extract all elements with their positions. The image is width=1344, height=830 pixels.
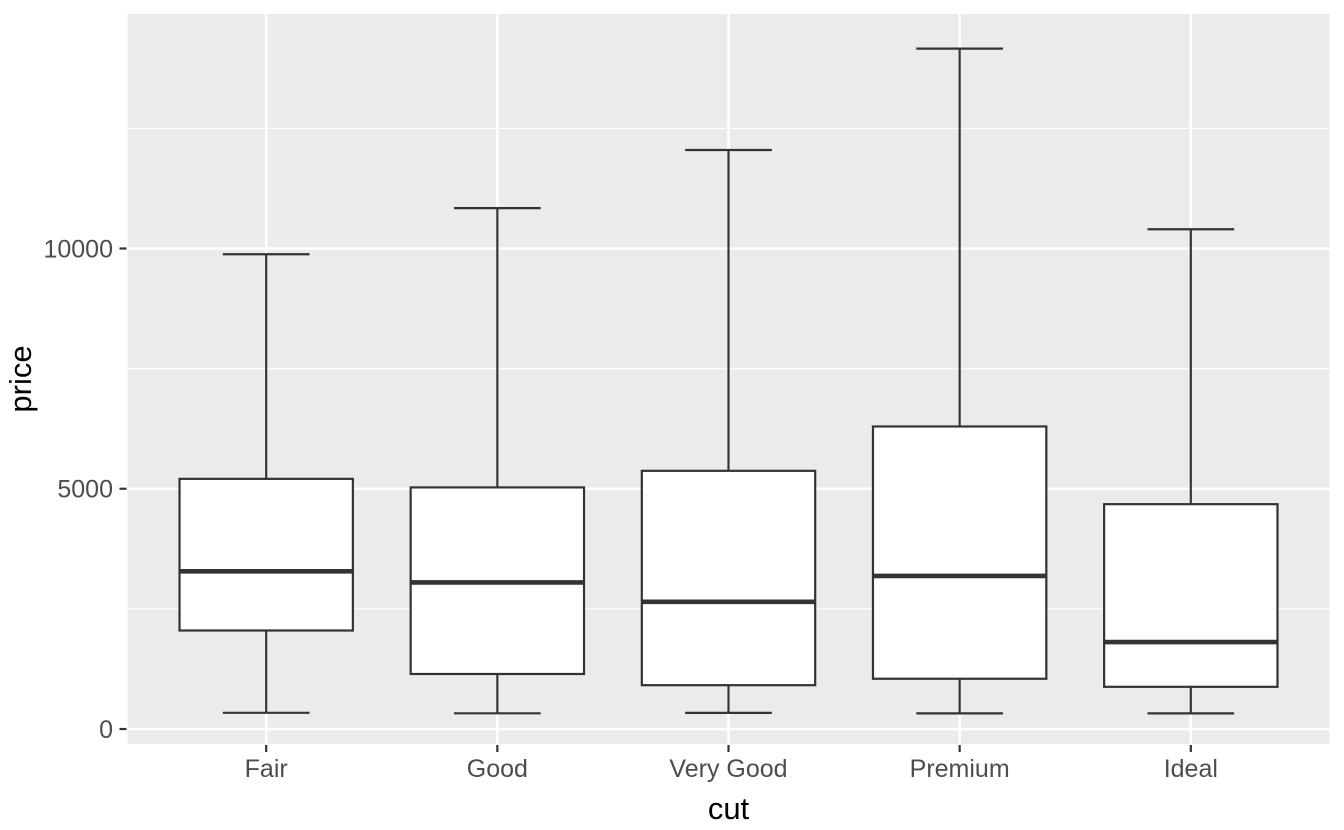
iqr-box [1103,503,1279,688]
x-tick-label-4: Ideal [1164,755,1218,783]
x-tick-label-1: Good [467,755,528,783]
boxplots [178,47,1279,715]
boxplot-fair [178,253,354,714]
y-tick-label-10000: 10000 [43,235,113,263]
boxplot-premium [871,47,1048,715]
iqr-box [178,477,354,632]
y-tick-label-5000: 5000 [57,476,113,504]
x-tick-label-0: Fair [245,755,288,783]
x-axis-title: cut [708,791,750,826]
iqr-box [871,425,1048,680]
y-tick-label-0: 0 [99,716,113,744]
x-tick-label-2: Very Good [669,755,787,783]
boxplot-good [409,207,586,715]
axes: 0 5000 10000 Fair Good Very Good Premium Ideal [43,235,1217,783]
boxplot-ideal [1103,228,1279,715]
boxplot-very-good [640,148,817,714]
x-tick-label-3: Premium [910,755,1010,783]
iqr-box [640,469,817,687]
y-axis-title: price [3,345,38,412]
